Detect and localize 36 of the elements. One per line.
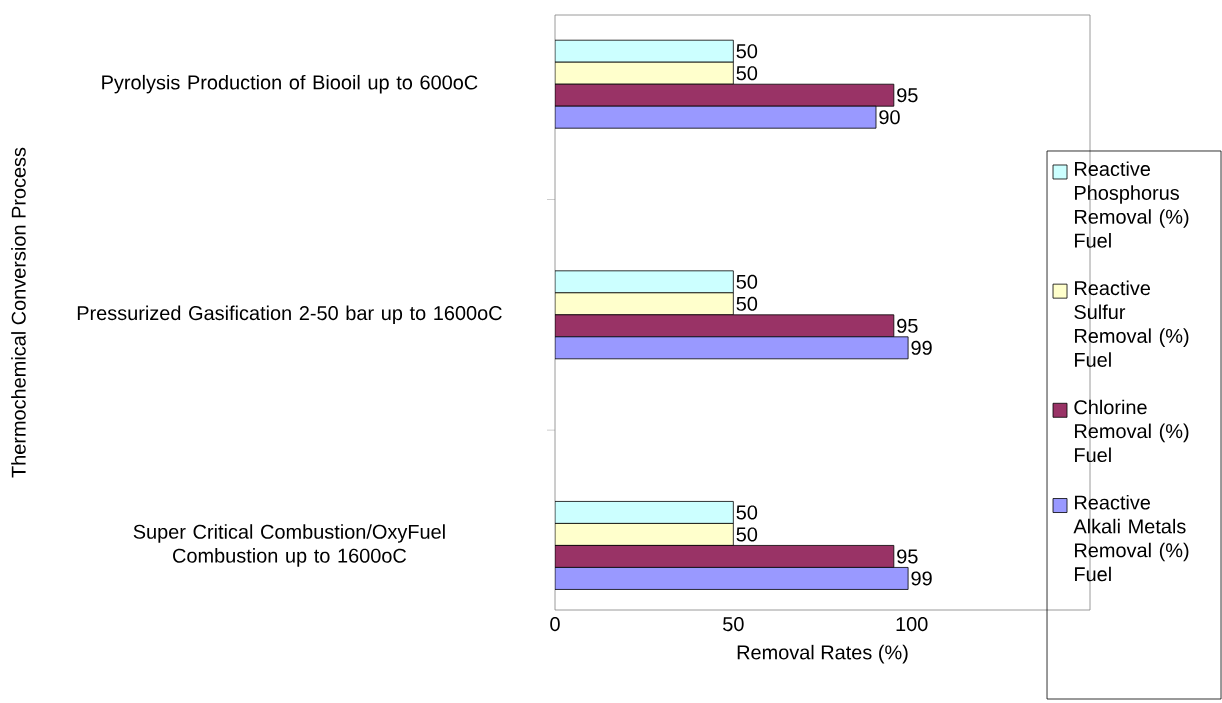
data-label: 50 xyxy=(736,44,758,59)
y-tick-label: Super Critical Combustion/OxyFuel Combustion up to 1600oC xyxy=(133,524,445,567)
legend-label: Reactive Alkali Metals Removal (%) Fuel xyxy=(1073,494,1189,582)
y-tick-label: Pressurized Gasification 2-50 bar up to 1600oC xyxy=(77,305,502,325)
data-label: 95 xyxy=(897,549,918,564)
data-label: 95 xyxy=(897,88,918,103)
bar xyxy=(555,292,734,316)
data-label: 99 xyxy=(911,571,932,586)
data-label: 50 xyxy=(736,296,758,311)
legend-label: Reactive Phosphorus Removal (%) Fuel xyxy=(1075,161,1189,248)
bar xyxy=(555,545,895,568)
bar xyxy=(555,567,909,590)
legend-label: Chlorine Removal (%) Fuel xyxy=(1074,399,1189,463)
bar xyxy=(555,105,877,129)
bar xyxy=(555,270,734,294)
bar xyxy=(555,61,734,85)
data-label: 99 xyxy=(911,340,932,355)
x-tick-label: 0 xyxy=(550,617,560,632)
bar xyxy=(555,83,895,107)
data-label: 50 xyxy=(736,505,758,520)
bar xyxy=(555,523,734,546)
x-tick-label: 50 xyxy=(723,617,744,632)
legend-label: Reactive Sulfur Removal (%) Fuel xyxy=(1074,280,1189,367)
bar xyxy=(555,336,909,360)
bar xyxy=(555,314,895,338)
data-label: 50 xyxy=(736,527,758,542)
y-axis-title: Thermochemical Conversion Process xyxy=(11,147,26,478)
data-label: 90 xyxy=(879,110,900,125)
data-label: 50 xyxy=(736,274,758,289)
bar xyxy=(555,39,734,63)
bar xyxy=(555,501,734,524)
y-tick-label: Pyrolysis Production of Biooil up to 600oC xyxy=(102,74,478,94)
data-label: 95 xyxy=(897,318,918,333)
x-tick-label: 100 xyxy=(896,617,928,632)
data-label: 50 xyxy=(736,66,758,81)
x-axis-title: Removal Rates (%) xyxy=(737,644,908,664)
